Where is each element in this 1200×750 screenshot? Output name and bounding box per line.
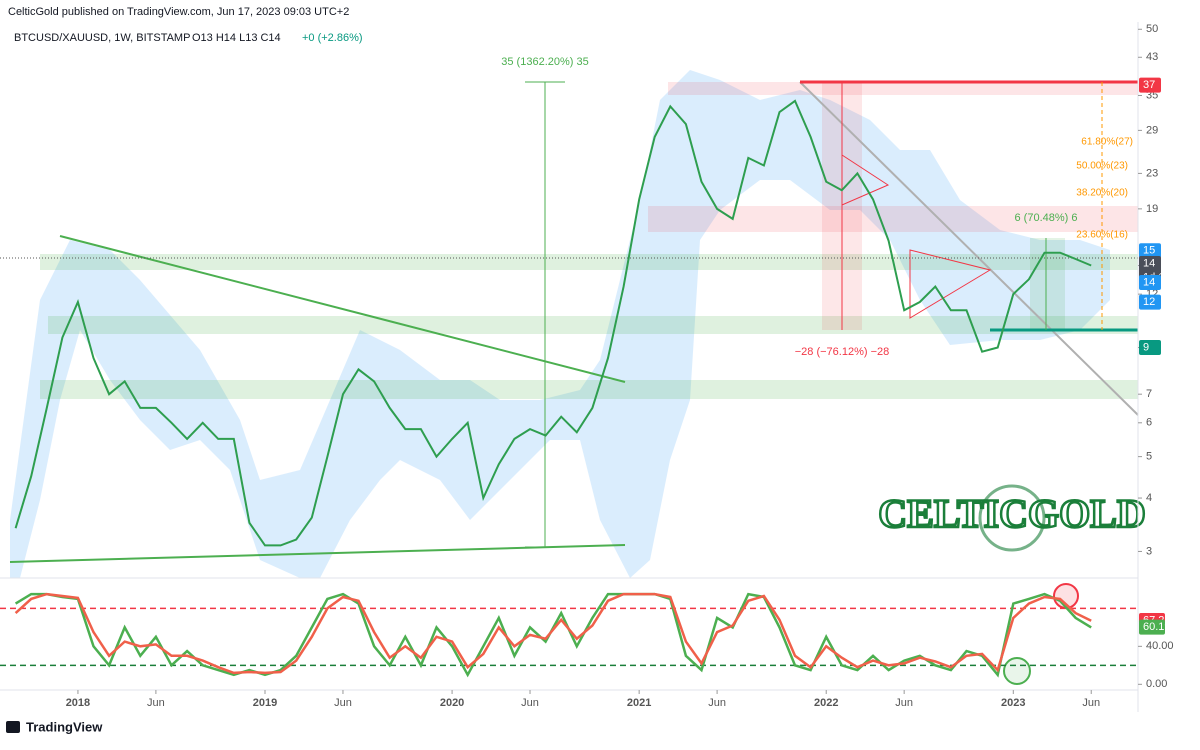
x-tick-label: Jun [334, 697, 352, 709]
fib-label: 61.80%(27) [1081, 137, 1133, 148]
price-label-box [1139, 77, 1161, 93]
price-label-box [1139, 340, 1161, 356]
y-tick-label: 6 [1146, 417, 1152, 429]
y-tick-label: 50 [1146, 23, 1158, 35]
price-label: 9 [1143, 341, 1149, 353]
series-line [14, 99, 1092, 547]
price-label: 14 [1143, 276, 1155, 288]
price-label: 12 [1143, 296, 1155, 308]
logo-knot [978, 484, 1046, 552]
price-label: 15 [1143, 245, 1155, 257]
publisher: CelticGold published on TradingView.com,… [8, 6, 349, 18]
y-tick-label: 7 [1146, 388, 1152, 400]
price-label-box [1139, 275, 1161, 291]
y-tick-label: 29 [1146, 124, 1158, 136]
y-tick-label: 40.00 [1146, 640, 1174, 652]
x-tick-label: 2023 [1001, 697, 1025, 709]
watermark: CELTICGOLD [878, 491, 1146, 536]
trend-line [59, 235, 626, 383]
y-tick-label: 4 [1146, 492, 1152, 504]
fib-label: 50.00%(23) [1076, 161, 1128, 172]
x-tick-label: Jun [1082, 697, 1100, 709]
x-tick-label: 2022 [814, 697, 838, 709]
x-tick-label: Jun [708, 697, 726, 709]
ohlc: O13 H14 L13 C14 [192, 32, 281, 44]
brand: TradingView [26, 719, 103, 734]
annotation: −28 (−76.12%) −28 [795, 346, 890, 358]
drawings [0, 80, 1139, 563]
support-zone [48, 316, 1138, 334]
price-label: 14 [1143, 257, 1155, 269]
support-zone [40, 380, 1138, 399]
y-tick-label: 23 [1146, 167, 1158, 179]
series-line [14, 592, 1092, 675]
y-tick-label: 3 [1146, 545, 1152, 557]
change: +0 (+2.86%) [302, 32, 363, 44]
annotation: 35 (1362.20%) 35 [501, 56, 588, 68]
annotation: 6 (70.48%) 6 [1015, 212, 1078, 224]
highlight-circle [1003, 657, 1031, 685]
band-cloud [10, 70, 1110, 578]
price-label: 37 [1143, 79, 1155, 91]
symbol: BTCUSD/XAUUSD, 1W, BITSTAMP [14, 32, 190, 44]
x-tick-label: Jun [895, 697, 913, 709]
y-tick-label: 5 [1146, 451, 1152, 463]
trend-line [9, 544, 626, 563]
fib-label: 38.20%(20) [1076, 188, 1128, 199]
x-tick-label: 2021 [627, 697, 651, 709]
trend-line [799, 81, 1139, 416]
price-label-box [1139, 619, 1165, 635]
y-tick-label: 19 [1146, 203, 1158, 215]
resistance-zone [668, 82, 1138, 95]
brand-icon [6, 721, 20, 733]
price-label: 60.19 [1143, 621, 1171, 633]
x-tick-label: Jun [521, 697, 539, 709]
zones [40, 82, 1138, 399]
x-tick-label: 2020 [440, 697, 464, 709]
triangle [841, 154, 890, 206]
resistance-zone [648, 206, 1138, 232]
fib-label: 23.60%(16) [1076, 230, 1128, 241]
price-label-box [1139, 243, 1161, 259]
y-tick-label: 0.00 [1146, 678, 1167, 690]
x-tick-label: 2018 [66, 697, 90, 709]
triangle [909, 249, 992, 319]
x-tick-label: Jun [147, 697, 165, 709]
y-tick-label: 43 [1146, 51, 1158, 63]
x-tick-label: 2019 [253, 697, 277, 709]
support-zone [40, 254, 1138, 270]
price-label-box [1139, 294, 1161, 310]
